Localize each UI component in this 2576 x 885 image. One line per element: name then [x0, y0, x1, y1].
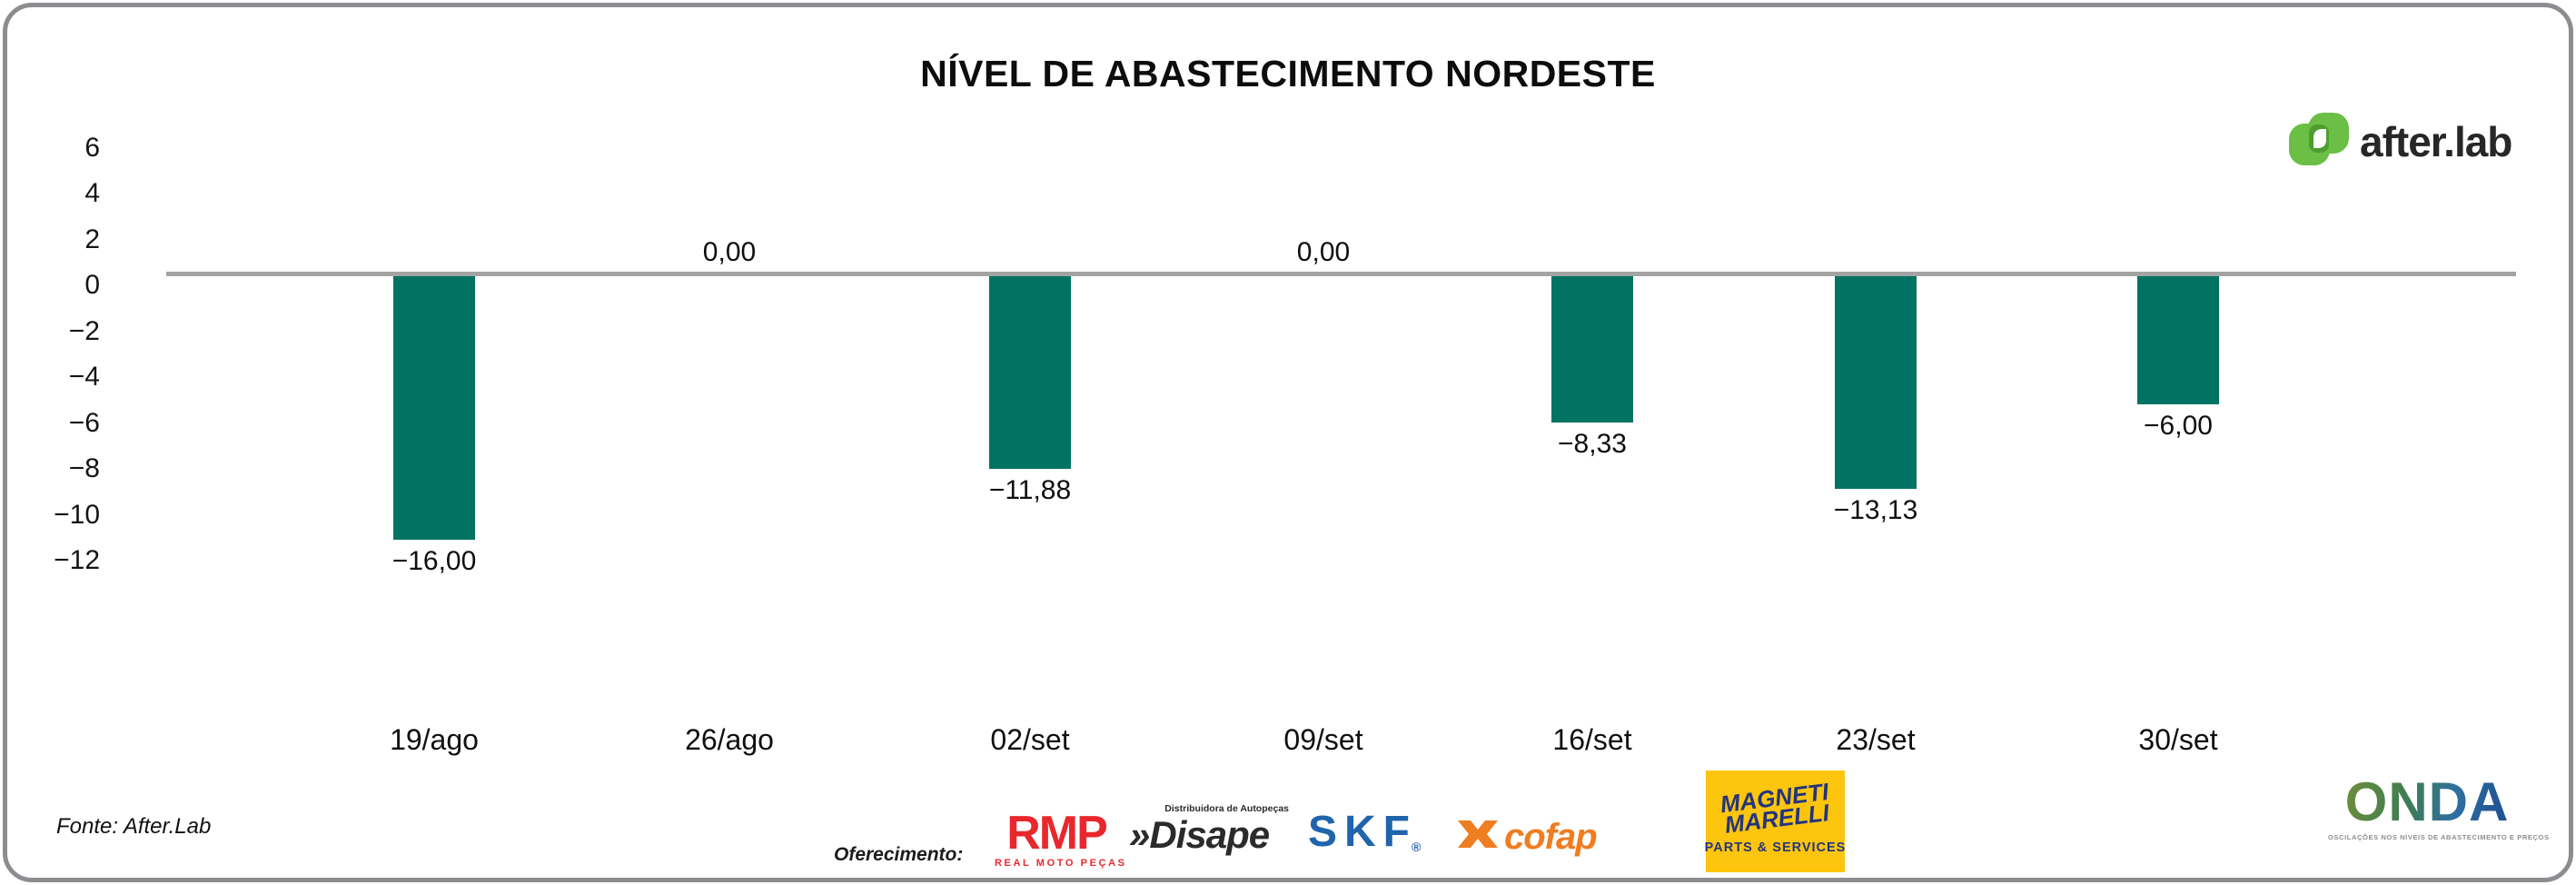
- x-tick-label: 19/ago: [390, 723, 479, 756]
- page-title: NÍVEL DE ABASTECIMENTO NORDESTE: [920, 53, 1656, 94]
- onda-logo: ONDA OSCILAÇÕES NOS NÍVEIS DE ABASTECIME…: [2328, 771, 2550, 842]
- bar-value-label: 0,00: [702, 237, 757, 267]
- skf-registered-mark: ®: [1412, 840, 1422, 854]
- x-tick-label: 23/set: [1836, 723, 1916, 756]
- bar: [393, 276, 475, 540]
- disape-chevron-icon: »: [1129, 813, 1150, 856]
- magneti-marelli-tagline: PARTS & SERVICES: [1704, 840, 1847, 855]
- y-tick-label: 4: [84, 178, 100, 208]
- y-tick-label: −12: [54, 545, 100, 575]
- bar-value-label: 0,00: [1296, 237, 1351, 267]
- x-axis-line: [166, 272, 2516, 276]
- afterlab-wordmark: after.lab: [2360, 117, 2512, 165]
- y-tick-label: −4: [68, 362, 100, 392]
- skf-logo: SKF®: [1308, 809, 1421, 856]
- y-tick-label: 2: [84, 224, 100, 254]
- sponsors-label: Oferecimento:: [834, 844, 964, 865]
- cofap-wordmark: cofap: [1504, 816, 1598, 857]
- bar-value-label: −11,88: [988, 475, 1072, 505]
- bar: [1835, 276, 1917, 489]
- afterlab-leaf-icon: [2289, 113, 2349, 170]
- bar: [2137, 276, 2219, 404]
- disape-tagline: Distribuidora de Autopeças: [1164, 803, 1289, 814]
- bar-value-label: −8,33: [1558, 429, 1627, 459]
- y-tick-label: 6: [84, 133, 100, 163]
- x-tick-label: 16/set: [1552, 723, 1632, 756]
- disape-wordmark: »Disape: [1129, 813, 1270, 856]
- y-tick-label: −6: [68, 408, 100, 438]
- rmp-tagline: REAL MOTO PEÇAS: [995, 858, 1127, 869]
- bar-value-label: −16,00: [391, 546, 477, 576]
- bar: [989, 276, 1071, 469]
- x-tick-label: 30/set: [2138, 723, 2218, 756]
- disape-logo: Distribuidora de Autopeças »Disape: [1129, 803, 1289, 856]
- bar-value-label: −13,13: [1833, 495, 1918, 525]
- rmp-wordmark: RMP: [1006, 807, 1108, 860]
- x-tick-label: 02/set: [990, 723, 1070, 756]
- afterlab-logo: after.lab: [2289, 113, 2512, 170]
- x-tick-label: 09/set: [1283, 723, 1363, 756]
- bar-value-label: −6,00: [2144, 411, 2213, 441]
- onda-wordmark: ONDA: [2344, 771, 2510, 832]
- magneti-marelli-logo: MAGNETI MARELLI PARTS & SERVICES: [1704, 771, 1847, 872]
- source-note: Fonte: After.Lab: [56, 814, 212, 839]
- x-tick-label: 26/ago: [685, 723, 774, 756]
- y-tick-label: −8: [68, 453, 100, 483]
- cofap-chevron-x-icon: [1457, 816, 1499, 857]
- y-tick-label: −10: [54, 500, 100, 530]
- rmp-logo: RMP REAL MOTO PEÇAS: [995, 807, 1127, 869]
- magneti-marelli-wordmark: MAGNETI MARELLI: [1718, 777, 1831, 839]
- y-tick-label: 0: [84, 270, 100, 300]
- y-tick-label: −2: [68, 316, 100, 346]
- skf-wordmark: SKF: [1308, 808, 1417, 856]
- cofap-logo: cofap: [1457, 816, 1598, 857]
- onda-tagline: OSCILAÇÕES NOS NÍVEIS DE ABASTECIMENTO E…: [2328, 833, 2550, 841]
- bar: [1551, 276, 1633, 423]
